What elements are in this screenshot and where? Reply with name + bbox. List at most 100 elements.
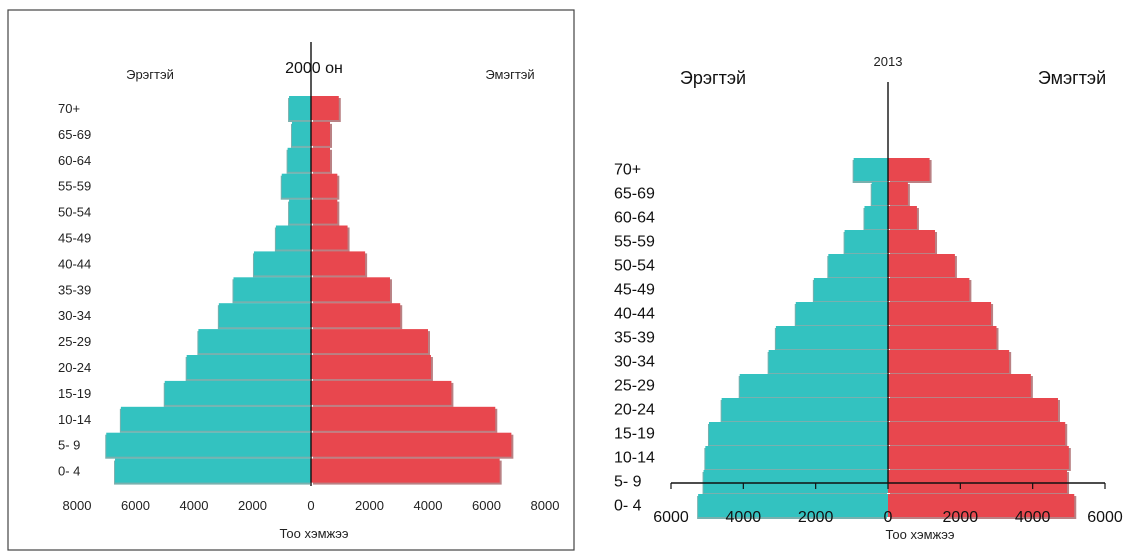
- chart-2000-age-label: 35-39: [58, 282, 91, 297]
- chart-2000-male-bar: [120, 406, 311, 431]
- chart-2000-age-label: 10-14: [58, 412, 91, 427]
- chart-2000-age-label: 55-59: [58, 179, 91, 194]
- chart-2013-age-label: 15-19: [614, 426, 655, 443]
- chart-2000-female-bar: [311, 329, 428, 354]
- chart-2013-x-tick-label: 6000: [1087, 509, 1123, 526]
- chart-2000-male-bar: [218, 303, 311, 328]
- chart-2013-male-bar: [795, 302, 888, 325]
- chart-2013-female-bar: [888, 206, 917, 229]
- chart-2013-title: 2013: [874, 54, 903, 69]
- chart-2000-age-label: 50-54: [58, 205, 91, 220]
- chart-2000-male-label: Эрэгтэй: [126, 67, 174, 82]
- chart-2000-male-bar: [233, 277, 311, 302]
- chart-2013-female-bar: [888, 302, 992, 325]
- chart-2013-male-bar: [813, 278, 888, 301]
- chart-2000-x-tick-label: 2000: [238, 498, 267, 513]
- chart-2013-male-bar: [703, 470, 888, 493]
- chart-2000-male-bar: [281, 173, 311, 198]
- chart-2013-female-bar: [888, 422, 1066, 445]
- chart-2000-female-bar: [311, 121, 331, 146]
- chart-2000-female-bar: [311, 96, 339, 120]
- chart-2013-male-bar: [828, 254, 888, 277]
- chart-2000-female-bar: [311, 277, 390, 302]
- chart-2000-age-label: 20-24: [58, 360, 91, 375]
- chart-2000-age-label: 30-34: [58, 308, 91, 323]
- chart-2000-female-label: Эмэгтэй: [485, 67, 534, 82]
- chart-2013-male-bar: [844, 230, 888, 253]
- chart-2000-age-label: 65-69: [58, 127, 91, 142]
- chart-2013-age-label: 55-59: [614, 234, 655, 251]
- chart-2000-female-bar: [311, 432, 512, 457]
- chart-2000-age-label: 0- 4: [58, 464, 80, 479]
- chart-2013-age-label: 25-29: [614, 378, 655, 395]
- chart-2000-male-bar: [198, 329, 311, 354]
- chart-2000-male-bar: [164, 380, 311, 405]
- chart-2000-age-label: 60-64: [58, 153, 91, 168]
- chart-2013-female-bar: [888, 254, 955, 277]
- chart-2000-male-bar: [287, 147, 311, 172]
- chart-2013-age-label: 35-39: [614, 330, 655, 347]
- chart-2000-x-tick-label: 8000: [63, 498, 92, 513]
- chart-2013-male-bar: [721, 398, 888, 421]
- chart-2013-age-label: 10-14: [614, 450, 655, 467]
- chart-2000-female-bar: [311, 303, 401, 328]
- chart-2000-female-bar: [311, 147, 331, 172]
- chart-2013-age-label: 45-49: [614, 282, 655, 299]
- chart-2013-female-bar: [888, 230, 936, 253]
- chart-2013-female-bar: [888, 470, 1068, 493]
- chart-2000-age-label: 5- 9: [58, 438, 80, 453]
- chart-2013-xlabel: Тоо хэмжээ: [885, 527, 954, 542]
- chart-2013-female-bar: [888, 494, 1075, 517]
- chart-2000-age-label: 40-44: [58, 256, 91, 271]
- chart-2000-xlabel: Тоо хэмжээ: [279, 526, 348, 541]
- chart-2013-x-tick-label: 2000: [943, 509, 979, 526]
- chart-2013-age-label: 0- 4: [614, 498, 642, 515]
- chart-2000-x-tick-label: 4000: [180, 498, 209, 513]
- chart-2000-male-bar: [275, 225, 311, 250]
- chart-2000-male-bar: [291, 121, 311, 146]
- pyramid-2013: Эрэгтэй 2013 Эмэгтэй 70+ 65-69 60-64 55-59 5…: [614, 54, 1123, 542]
- chart-2000-age-label: 45-49: [58, 231, 91, 246]
- chart-2013-age-label: 70+: [614, 162, 641, 179]
- chart-2000-frame: [7, 9, 575, 551]
- chart-2013-female-bar: [888, 374, 1031, 397]
- chart-2000-age-label: 25-29: [58, 334, 91, 349]
- chart-2013-x-tick-label: 4000: [1015, 509, 1051, 526]
- chart-2013-x-tick-label: 4000: [726, 509, 762, 526]
- chart-2000-female-bar: [311, 380, 452, 405]
- chart-2013-age-label: 5- 9: [614, 474, 642, 491]
- chart-2000-female-bar: [311, 355, 431, 379]
- chart-2000-age-label: 15-19: [58, 386, 91, 401]
- chart-2000-x-tick-label: 2000: [355, 498, 384, 513]
- chart-2000-female-bar: [311, 458, 500, 483]
- chart-2013-age-label: 20-24: [614, 402, 655, 419]
- chart-2013-x-tick-label: 2000: [798, 509, 834, 526]
- chart-2013-female-bar: [888, 446, 1069, 469]
- chart-2013-age-label: 30-34: [614, 354, 655, 371]
- chart-2013-x-tick-label: 0: [884, 509, 893, 526]
- chart-2000-male-bar: [186, 355, 311, 379]
- chart-2000-male-bar: [289, 96, 311, 120]
- chart-2013-male-bar: [739, 374, 888, 397]
- chart-2013-x-tick-label: 6000: [653, 509, 689, 526]
- chart-2000-x-tick-label: 6000: [472, 498, 501, 513]
- chart-2013-age-label: 40-44: [614, 306, 655, 323]
- chart-2013-female-label: Эмэгтэй: [1038, 68, 1106, 88]
- pyramid-2000: Эрэгтэй 2000 он Эмэгтэй 70+ 65-69 60-64 55-…: [7, 9, 575, 551]
- chart-2013-female-bar: [888, 326, 997, 349]
- chart-2000-male-bar: [253, 251, 311, 276]
- chart-2000-x-tick-label: 4000: [414, 498, 443, 513]
- chart-2013-age-label: 65-69: [614, 186, 655, 203]
- chart-2013-male-bar: [768, 350, 888, 373]
- chart-2013-male-bar: [864, 206, 888, 229]
- chart-2013-male-bar: [871, 182, 888, 205]
- chart-2013-male-bar: [708, 422, 888, 445]
- chart-2013-female-bar: [888, 350, 1010, 373]
- chart-2000-age-label: 70+: [58, 101, 80, 116]
- chart-2000-male-bar: [106, 432, 311, 457]
- chart-2013-male-bar: [775, 326, 888, 349]
- chart-2000-female-bar: [311, 225, 348, 250]
- chart-2000-female-bar: [311, 406, 496, 431]
- chart-2013-male-label: Эрэгтэй: [680, 68, 746, 88]
